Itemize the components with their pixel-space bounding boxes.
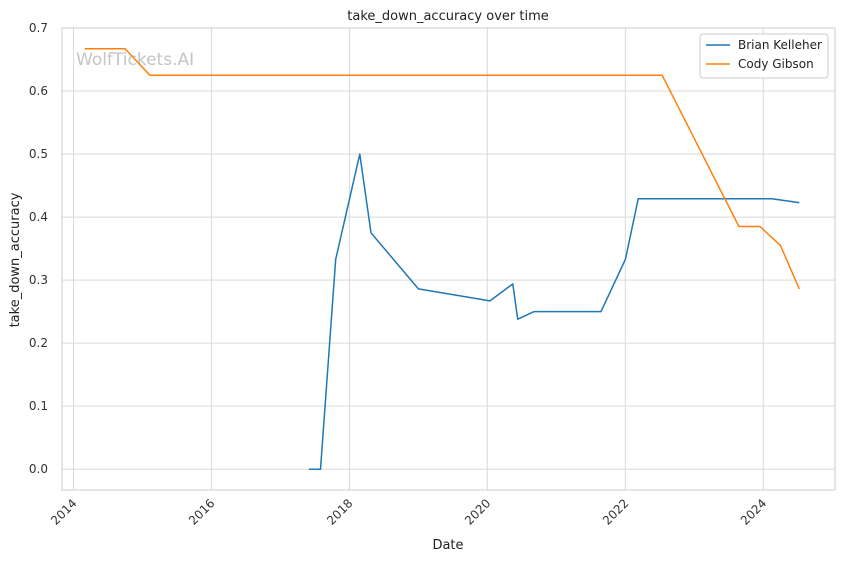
y-tick-label: 0.5 <box>29 147 48 161</box>
series-lines <box>84 48 800 470</box>
y-tick-label: 0.1 <box>29 399 48 413</box>
x-axis-label: Date <box>432 538 463 553</box>
y-tick-label: 0.3 <box>29 273 48 287</box>
legend-label-0: Brian Kelleher <box>738 38 822 52</box>
legend-label-1: Cody Gibson <box>738 57 814 71</box>
legend-box <box>699 33 829 79</box>
y-tick-label: 0.7 <box>29 21 48 35</box>
series-line-0 <box>309 153 800 470</box>
legend: Brian Kelleher Cody Gibson <box>699 33 829 79</box>
series-line-1 <box>84 48 800 290</box>
chart-title: take_down_accuracy over time <box>347 9 548 24</box>
plot-area-frame <box>61 27 836 491</box>
y-tick-label: 0.6 <box>29 84 48 98</box>
y-tick-label: 0.2 <box>29 336 48 350</box>
y-tick-label: 0.4 <box>29 210 48 224</box>
y-tick-label: 0.0 <box>29 462 48 476</box>
y-axis-label: take_down_accuracy <box>8 192 23 327</box>
